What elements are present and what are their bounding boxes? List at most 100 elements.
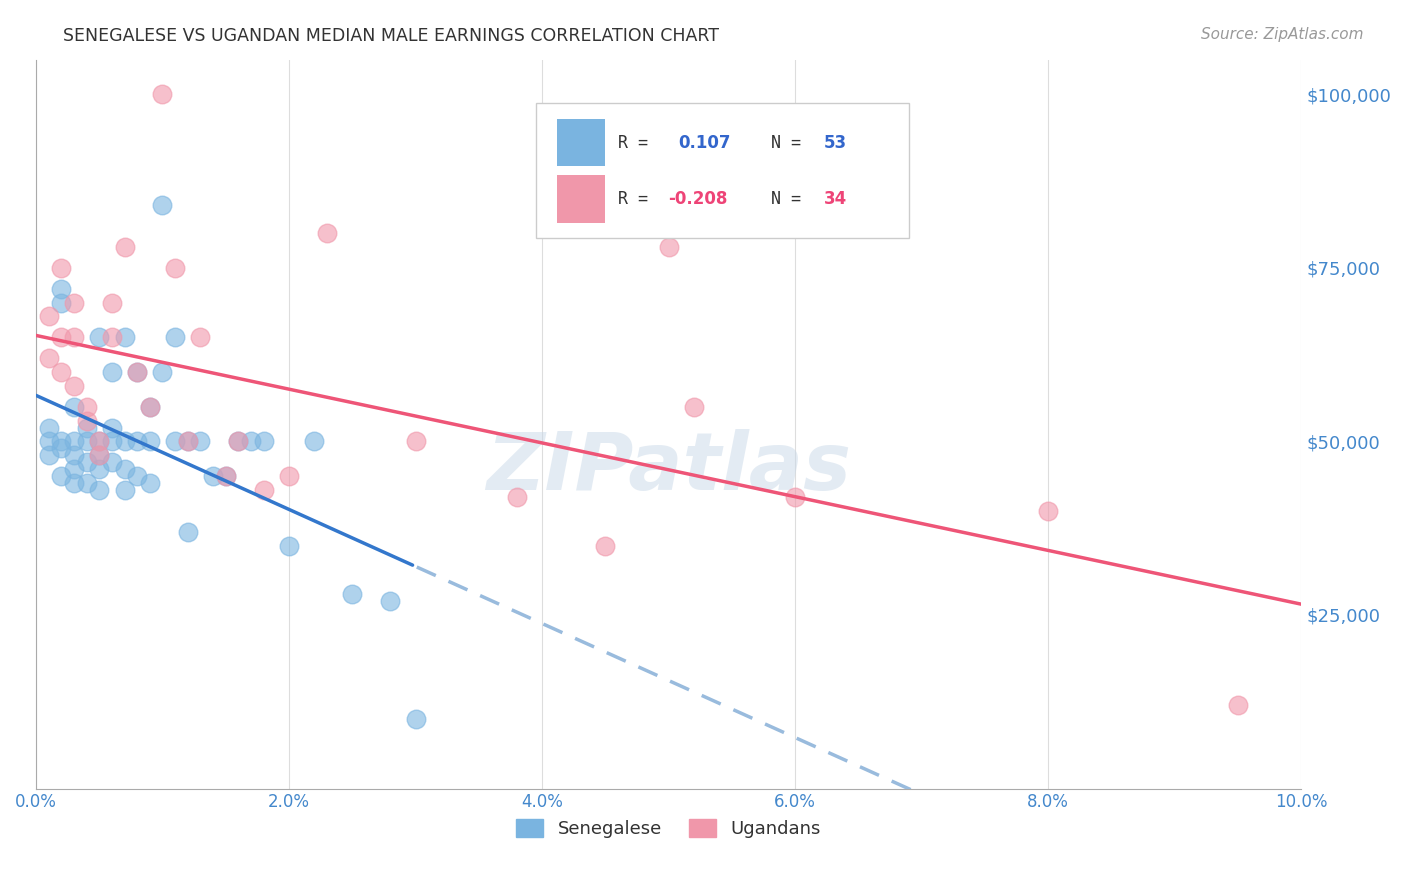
Point: [51, 330, 73, 344]
Text: R =: R =: [619, 134, 668, 152]
Point: [405, 434, 427, 449]
Point: [76, 476, 98, 491]
Point: [38, 310, 60, 324]
Point: [63, 379, 86, 393]
Point: [101, 434, 124, 449]
Point: [380, 594, 402, 608]
Point: [304, 434, 326, 449]
Point: [101, 365, 124, 379]
Point: [316, 226, 339, 240]
Point: [38, 420, 60, 434]
Point: [63, 434, 86, 449]
Point: [51, 295, 73, 310]
Point: [215, 469, 238, 483]
Text: -0.208: -0.208: [669, 190, 728, 208]
Point: [114, 240, 136, 254]
Point: [127, 434, 149, 449]
Point: [114, 330, 136, 344]
Text: 0.107: 0.107: [679, 134, 731, 152]
Point: [152, 87, 174, 102]
Point: [190, 434, 212, 449]
Point: [63, 295, 86, 310]
Bar: [557, 175, 606, 222]
Point: [51, 434, 73, 449]
Point: [139, 434, 162, 449]
Point: [165, 260, 187, 275]
Point: [114, 434, 136, 449]
Point: [1227, 698, 1250, 713]
Point: [139, 400, 162, 414]
Text: N =: N =: [751, 190, 811, 208]
Point: [253, 483, 276, 497]
FancyBboxPatch shape: [536, 103, 910, 238]
Point: [89, 434, 111, 449]
Point: [89, 462, 111, 476]
Text: SENEGALESE VS UGANDAN MEDIAN MALE EARNINGS CORRELATION CHART: SENEGALESE VS UGANDAN MEDIAN MALE EARNIN…: [63, 27, 720, 45]
Point: [228, 434, 250, 449]
Point: [658, 240, 681, 254]
Point: [228, 434, 250, 449]
Point: [76, 455, 98, 469]
Point: [127, 365, 149, 379]
Point: [51, 282, 73, 296]
Point: [38, 448, 60, 462]
Point: [177, 524, 200, 539]
Point: [177, 434, 200, 449]
Point: [63, 330, 86, 344]
Point: [785, 490, 807, 504]
Point: [63, 476, 86, 491]
Point: [101, 295, 124, 310]
Point: [165, 434, 187, 449]
Point: [101, 330, 124, 344]
Point: [51, 469, 73, 483]
Point: [405, 712, 427, 726]
Point: [89, 448, 111, 462]
Point: [278, 469, 301, 483]
Point: [63, 400, 86, 414]
Point: [63, 448, 86, 462]
Point: [38, 434, 60, 449]
Text: N =: N =: [751, 134, 811, 152]
Point: [51, 260, 73, 275]
Point: [1038, 504, 1060, 518]
Point: [127, 469, 149, 483]
Point: [51, 365, 73, 379]
Point: [89, 330, 111, 344]
Text: R =: R =: [619, 190, 658, 208]
Point: [165, 330, 187, 344]
Text: ZIPatlas: ZIPatlas: [486, 429, 851, 507]
Point: [342, 587, 364, 601]
Point: [89, 448, 111, 462]
Point: [139, 476, 162, 491]
Point: [101, 455, 124, 469]
Point: [215, 469, 238, 483]
Point: [152, 198, 174, 212]
Point: [127, 365, 149, 379]
Point: [278, 539, 301, 553]
Text: 53: 53: [824, 134, 848, 152]
Point: [114, 462, 136, 476]
Point: [63, 462, 86, 476]
Point: [114, 483, 136, 497]
Point: [76, 420, 98, 434]
Point: [595, 539, 617, 553]
Point: [76, 400, 98, 414]
Text: 34: 34: [824, 190, 848, 208]
Point: [51, 442, 73, 456]
Point: [38, 351, 60, 365]
Point: [253, 434, 276, 449]
Point: [177, 434, 200, 449]
Legend: Senegalese, Ugandans: Senegalese, Ugandans: [509, 812, 828, 845]
Point: [139, 400, 162, 414]
Text: Source: ZipAtlas.com: Source: ZipAtlas.com: [1201, 27, 1364, 42]
Point: [89, 483, 111, 497]
Point: [89, 434, 111, 449]
Bar: [557, 119, 606, 167]
Point: [506, 490, 529, 504]
Point: [240, 434, 263, 449]
Point: [101, 420, 124, 434]
Point: [683, 400, 706, 414]
Point: [190, 330, 212, 344]
Point: [152, 365, 174, 379]
Point: [76, 434, 98, 449]
